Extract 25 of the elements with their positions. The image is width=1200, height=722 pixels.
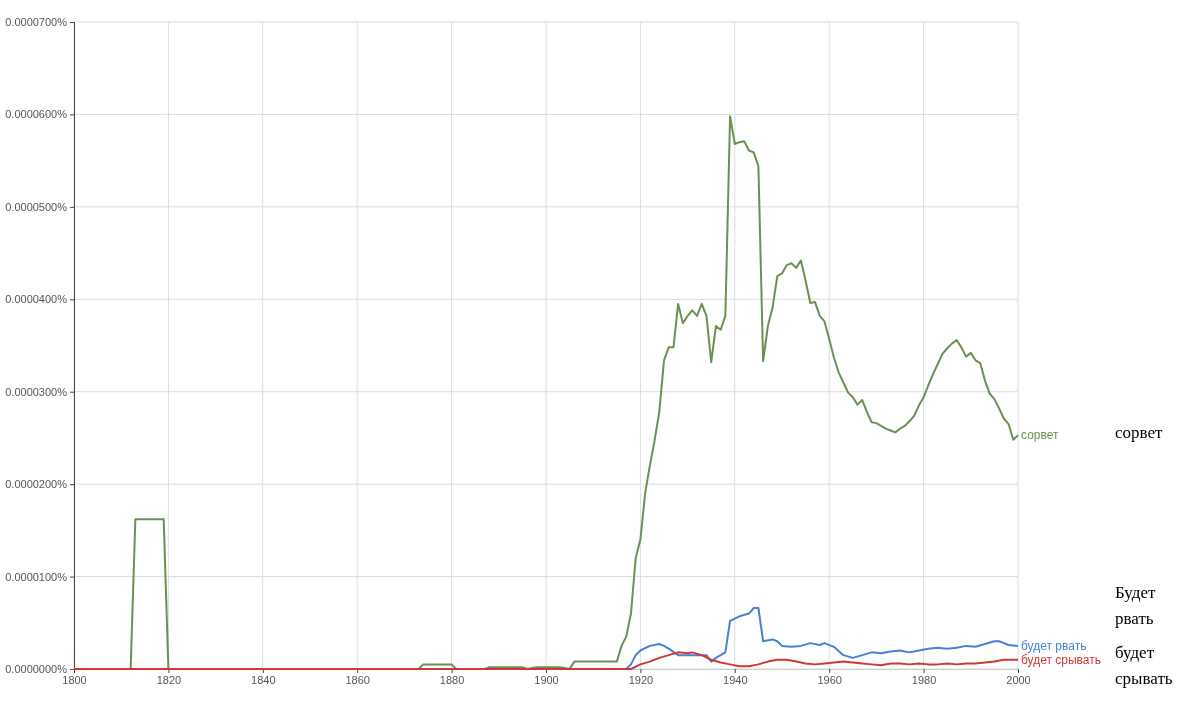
y-tick-label: 0.0000200% <box>5 478 68 491</box>
x-tick-label: 1900 <box>534 673 559 686</box>
y-tick-label: 0.0000600% <box>5 108 68 121</box>
x-tick-label: 2000 <box>1006 673 1031 686</box>
series-label: будет срывать <box>1021 652 1102 667</box>
y-tick-label: 0.0000000% <box>5 663 68 676</box>
text: будет срывать <box>1115 642 1174 690</box>
text: Будет рвать <box>1115 582 1157 630</box>
x-tick-label: 1860 <box>345 673 370 686</box>
x-tick-label: 1960 <box>817 673 842 686</box>
y-tick-label: 0.0000300% <box>5 385 68 398</box>
x-tick-label: 1820 <box>156 673 182 686</box>
y-tick-label: 0.0000700% <box>5 16 68 29</box>
x-tick-label: 1880 <box>439 673 465 686</box>
y-tick-label: 0.0000500% <box>5 200 68 213</box>
series-label: сорвет <box>1021 428 1059 443</box>
x-tick-label: 1920 <box>628 673 654 686</box>
y-tick-label: 0.0000400% <box>5 293 68 306</box>
x-tick-label: 1800 <box>62 673 87 686</box>
text: сорвет <box>1115 422 1164 444</box>
x-tick-label: 1980 <box>911 673 937 686</box>
series-label: будет рвать <box>1021 638 1087 653</box>
x-tick-label: 1940 <box>723 673 748 686</box>
y-tick-label: 0.0000100% <box>5 570 68 583</box>
x-tick-label: 1840 <box>251 673 276 686</box>
